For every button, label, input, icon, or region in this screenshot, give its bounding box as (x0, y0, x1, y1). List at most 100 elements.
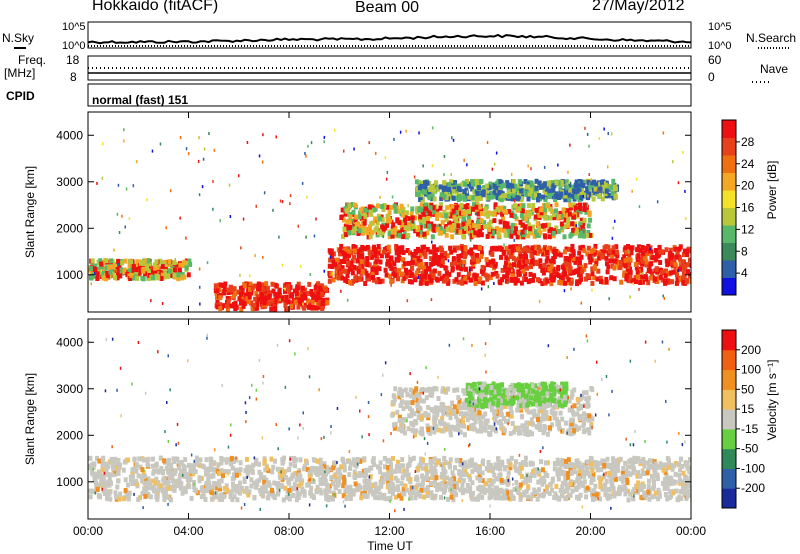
echo-cell (163, 271, 168, 277)
echo-speckle (284, 287, 286, 291)
echo-cell (433, 472, 438, 477)
echo-cell (423, 184, 428, 189)
echo-cell (367, 488, 372, 494)
echo-cell (456, 204, 461, 210)
echo-cell (147, 261, 152, 267)
echo-cell (302, 489, 307, 495)
echo-cell (282, 455, 286, 461)
echo-cell (479, 211, 484, 216)
echo-cell (624, 276, 629, 282)
echo-cell (429, 462, 434, 468)
echo-cell (292, 481, 297, 487)
echo-cell (518, 482, 523, 488)
echo-cell (481, 189, 486, 195)
echo-cell (664, 268, 668, 274)
echo-cell (324, 287, 329, 292)
echo-cell (203, 497, 208, 502)
echo-cell (231, 294, 236, 300)
echo-cell (472, 411, 476, 416)
echo-cell (319, 466, 324, 472)
echo-cell (89, 275, 94, 281)
echo-cell (393, 386, 398, 392)
echo-speckle (608, 297, 610, 301)
echo-cell (349, 261, 354, 267)
echo-speckle (302, 302, 304, 306)
echo-cell (197, 475, 202, 481)
echo-cell (646, 467, 651, 473)
echo-cell (613, 459, 618, 465)
echo-cell (644, 276, 649, 282)
echo-cell (613, 490, 618, 496)
echo-cell (418, 233, 423, 239)
echo-cell (151, 275, 155, 281)
echo-cell (425, 246, 430, 252)
echo-cell (353, 248, 357, 254)
echo-cell (357, 484, 362, 490)
echo-cell (420, 465, 425, 471)
echo-cell (463, 181, 468, 187)
echo-cell (493, 204, 498, 210)
echo-cell (379, 494, 384, 500)
echo-cell (564, 246, 569, 252)
echo-cell (595, 464, 600, 469)
echo-speckle (569, 143, 571, 147)
echo-cell (162, 492, 167, 498)
echo-cell (612, 467, 617, 473)
echo-speckle (520, 232, 522, 236)
echo-cell (154, 476, 159, 482)
echo-cell (505, 270, 510, 276)
echo-cell (547, 215, 552, 221)
echo-cell (401, 263, 406, 269)
echo-cell (209, 457, 214, 463)
echo-cell (564, 496, 569, 502)
echo-cell (548, 193, 552, 199)
echo-cell (577, 250, 582, 256)
echo-cell (109, 258, 113, 264)
echo-cell (88, 455, 93, 461)
echo-cell (509, 276, 514, 282)
echo-cell (523, 476, 528, 482)
echo-cell (494, 490, 499, 496)
echo-cell (431, 205, 436, 211)
echo-cell (246, 299, 251, 305)
echo-cell (521, 480, 526, 486)
echo-cell (634, 265, 639, 271)
echo-cell (584, 494, 589, 500)
echo-speckle (616, 265, 618, 269)
echo-cell (181, 463, 186, 469)
echo-cell (577, 464, 582, 470)
echo-cell (170, 473, 175, 479)
echo-cell (559, 221, 564, 227)
echo-cell (462, 423, 466, 429)
echo-cell (108, 269, 113, 275)
echo-cell (559, 280, 564, 286)
echo-cell (412, 273, 417, 279)
echo-cell (640, 245, 645, 250)
echo-cell (512, 429, 517, 435)
echo-cell (118, 491, 123, 497)
echo-cell (413, 215, 417, 221)
echo-cell (689, 279, 691, 284)
echo-cell (529, 253, 534, 259)
echo-cell (310, 291, 315, 297)
echo-cell (457, 469, 462, 474)
echo-speckle (566, 182, 568, 186)
echo-cell (358, 247, 363, 253)
echo-cell (501, 216, 506, 222)
echo-cell (170, 267, 175, 273)
echo-cell (452, 387, 457, 393)
echo-cell (158, 483, 163, 489)
echo-cell (105, 461, 110, 467)
echo-cell (609, 477, 614, 483)
freq-label-top: Freq. (18, 53, 46, 67)
echo-cell (380, 232, 385, 237)
echo-cell (393, 225, 398, 231)
echo-cell (625, 477, 630, 483)
echo-cell (228, 284, 233, 290)
echo-cell (380, 472, 385, 478)
echo-cell (165, 476, 170, 482)
echo-cell (492, 190, 497, 196)
echo-cell (505, 180, 510, 186)
echo-speckle (567, 170, 569, 174)
echo-cell (510, 222, 515, 228)
